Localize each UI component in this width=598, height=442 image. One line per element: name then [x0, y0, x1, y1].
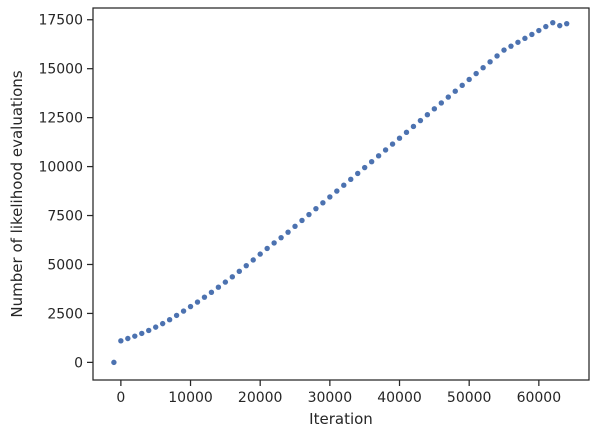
x-axis-ticks: 0 10000 20000 30000 40000 50000 60000: [116, 380, 561, 406]
data-point: [173, 312, 180, 319]
data-point: [382, 147, 389, 153]
data-point: [459, 82, 465, 89]
data-point: [564, 20, 570, 27]
data-point: [375, 153, 382, 159]
data-point: [361, 164, 368, 171]
data-point: [550, 19, 556, 26]
data-point: [306, 211, 312, 218]
data-point: [396, 135, 403, 141]
x-axis-label: Iteration: [309, 410, 373, 428]
data-point: [389, 141, 396, 147]
data-point: [159, 320, 166, 327]
data-point: [452, 88, 458, 94]
data-point: [201, 294, 208, 300]
data-point: [501, 47, 507, 53]
data-point: [271, 240, 277, 246]
data-point: [431, 106, 438, 112]
data-point: [152, 324, 159, 330]
data-point: [313, 205, 319, 212]
data-point: [132, 333, 138, 339]
data-point: [187, 303, 194, 310]
data-point: [480, 65, 486, 71]
data-point: [529, 31, 535, 38]
data-point: [166, 316, 173, 323]
data-point: [522, 35, 528, 42]
data-point: [222, 279, 229, 285]
y-tick-label: 12500: [38, 111, 83, 127]
x-tick-label: 20000: [238, 390, 283, 406]
x-tick-label: 0: [116, 390, 125, 406]
y-tick-label: 2500: [47, 306, 83, 322]
data-point: [194, 299, 201, 305]
data-point: [348, 176, 354, 183]
data-point: [494, 53, 500, 59]
data-point: [341, 182, 347, 188]
data-point: [111, 359, 117, 366]
data-point: [403, 129, 410, 136]
y-tick-label: 0: [74, 355, 83, 371]
data-point: [487, 59, 493, 65]
data-point: [243, 262, 249, 269]
data-point: [250, 257, 256, 263]
data-point: [334, 188, 340, 194]
data-point: [536, 27, 542, 34]
data-point: [355, 170, 361, 177]
data-point: [292, 223, 298, 230]
data-point: [515, 39, 521, 45]
data-point: [368, 158, 375, 165]
data-point: [473, 70, 479, 77]
x-tick-label: 50000: [447, 390, 492, 406]
data-point: [215, 284, 222, 290]
data-point: [299, 217, 305, 224]
plot-area: [93, 8, 589, 380]
data-point: [543, 23, 549, 30]
data-point: [139, 330, 145, 337]
data-point: [236, 268, 242, 275]
data-point: [278, 234, 284, 241]
x-tick-label: 30000: [308, 390, 353, 406]
y-tick-label: 5000: [47, 257, 83, 273]
data-point: [125, 335, 131, 342]
data-point: [208, 289, 215, 295]
y-tick-label: 10000: [38, 160, 83, 176]
data-point: [257, 251, 263, 257]
data-point: [327, 194, 333, 200]
data-point: [557, 22, 563, 29]
data-point: [438, 100, 445, 106]
data-point: [445, 94, 451, 100]
y-tick-label: 17500: [38, 13, 83, 29]
data-point: [320, 200, 326, 206]
data-point: [285, 229, 291, 235]
x-tick-label: 60000: [517, 390, 562, 406]
y-tick-label: 7500: [47, 209, 83, 225]
y-axis-label: Number of likelihood evaluations: [8, 70, 26, 317]
data-point: [264, 245, 270, 252]
data-point: [466, 76, 472, 83]
plot-frame: [92, 7, 590, 381]
data-point: [417, 117, 424, 124]
data-point: [180, 308, 187, 314]
x-tick-label: 10000: [168, 390, 213, 406]
data-point: [229, 274, 236, 280]
y-tick-label: 15000: [38, 62, 83, 78]
data-point: [118, 338, 124, 344]
y-axis-ticks: 0 2500 5000 7500 10000 12500 15000 17500: [38, 13, 93, 371]
data-point: [508, 43, 514, 49]
data-point: [146, 327, 152, 334]
x-tick-label: 40000: [377, 390, 422, 406]
data-point: [410, 123, 417, 130]
data-point: [424, 112, 431, 118]
data-points: [111, 19, 570, 366]
